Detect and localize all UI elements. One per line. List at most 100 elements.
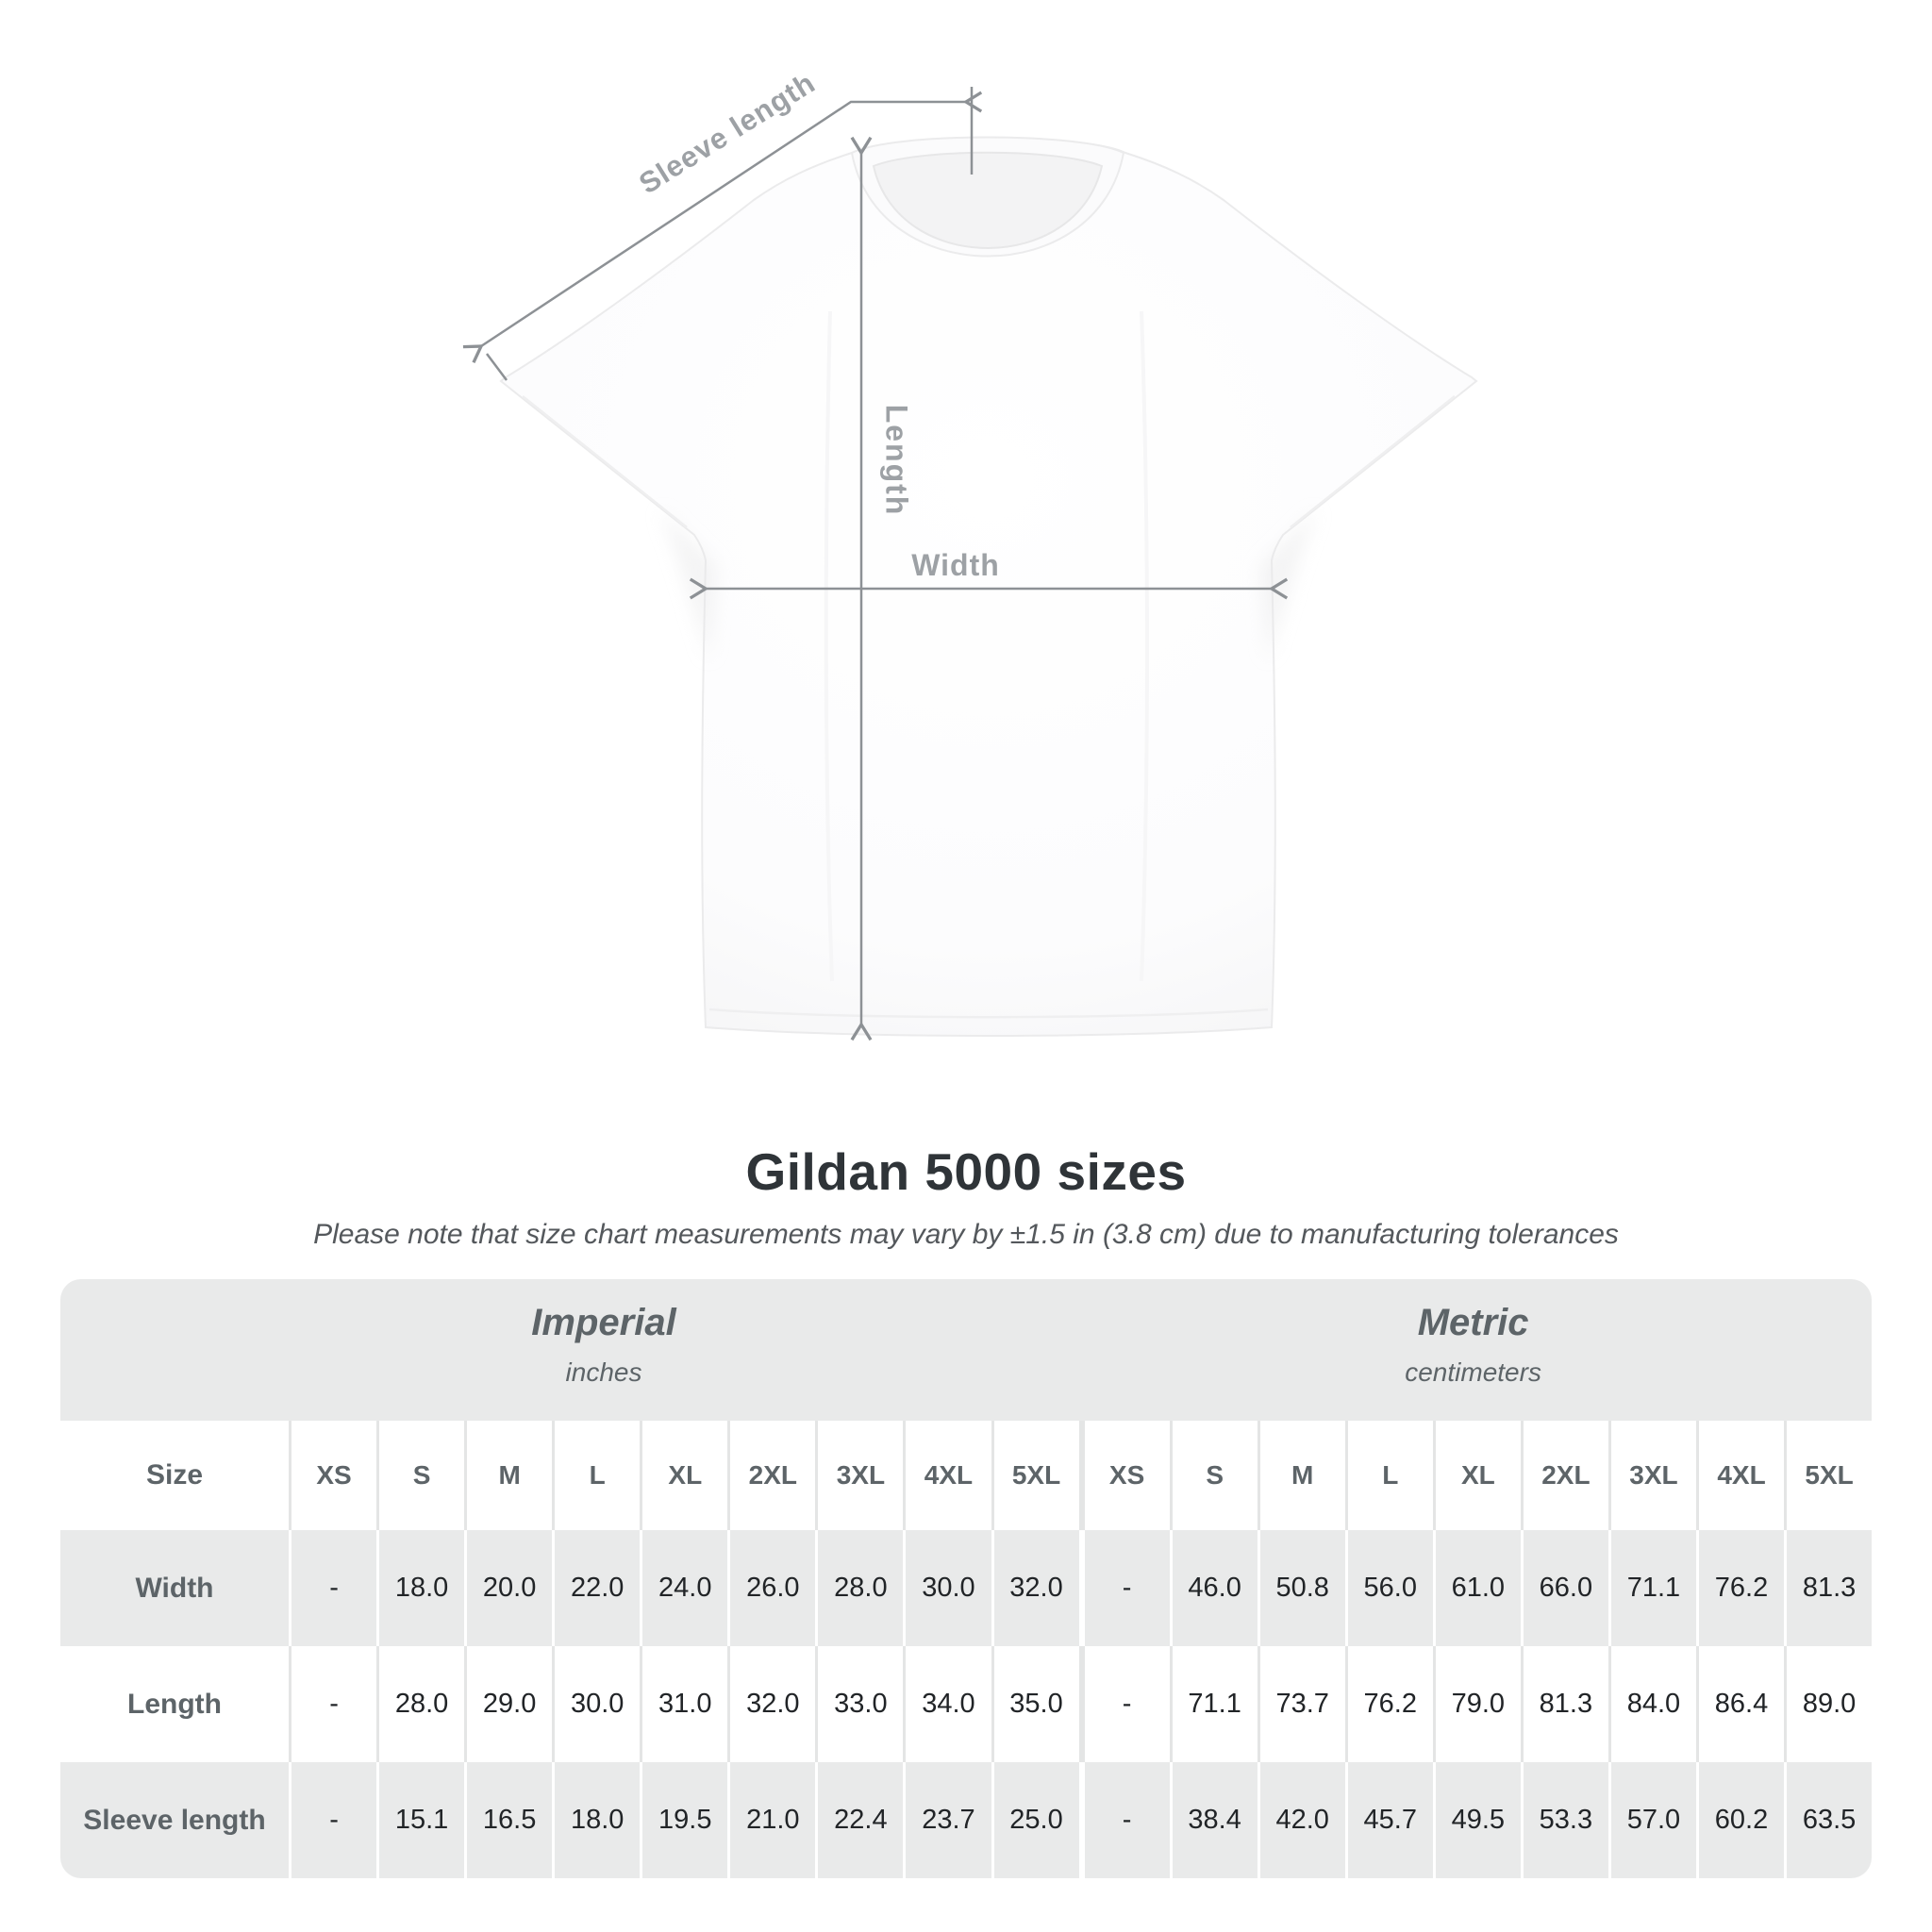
sleeve-hem-left: [522, 395, 688, 528]
size-columns-row: Size XS S M L XL 2XL 3XL 4XL 5XL XS S M L XL 2XL 3XL 4XL…: [60, 1421, 1873, 1530]
sleeve-hem-right: [1290, 395, 1456, 528]
data-cell: 81.3: [1784, 1530, 1873, 1646]
data-cell: 49.5: [1432, 1762, 1521, 1878]
data-cell: 76.2: [1696, 1530, 1785, 1646]
data-cell: 16.5: [464, 1762, 553, 1878]
table-row: Length -28.0 29.0 30.0 31.0 32.0 33.0 34.0 35.0-…: [60, 1646, 1873, 1762]
data-cell: 32.0: [727, 1646, 816, 1762]
column-header-metric-xl: XL: [1432, 1421, 1521, 1530]
shading-right: [1260, 509, 1317, 660]
metric-title: Metric: [1417, 1302, 1529, 1343]
data-cell: 50.8: [1257, 1530, 1345, 1646]
data-cell: 42.0: [1257, 1762, 1345, 1878]
data-cell: 76.2: [1344, 1646, 1433, 1762]
data-cell: 28.0: [376, 1646, 465, 1762]
data-cell: -: [289, 1646, 377, 1762]
column-header-metric-s: S: [1169, 1421, 1257, 1530]
bottom-hem: [708, 1008, 1269, 1019]
data-cell: 18.0: [552, 1762, 641, 1878]
tshirt-image: [499, 136, 1478, 1037]
data-cell: 15.1: [376, 1762, 465, 1878]
column-header-imperial-xs: XS: [289, 1421, 377, 1530]
column-header-imperial-3xl: 3XL: [815, 1421, 904, 1530]
data-cell: 21.0: [727, 1762, 816, 1878]
column-header-imperial-2xl: 2XL: [727, 1421, 816, 1530]
data-cell: 86.4: [1696, 1646, 1785, 1762]
tolerance-note: Please note that size chart measurements…: [313, 1219, 1619, 1250]
data-cell: 46.0: [1169, 1530, 1257, 1646]
column-header-metric-m: M: [1257, 1421, 1345, 1530]
data-cell: 81.3: [1520, 1646, 1608, 1762]
column-header-imperial-m: M: [464, 1421, 553, 1530]
row-label: Sleeve length: [60, 1762, 289, 1878]
data-cell: -: [1078, 1530, 1170, 1646]
data-cell: 31.0: [640, 1646, 728, 1762]
data-cell: 66.0: [1520, 1530, 1608, 1646]
sleeve-length-arrow: [462, 91, 983, 364]
data-cell: 73.7: [1257, 1646, 1345, 1762]
imperial-title: Imperial: [531, 1302, 676, 1343]
data-cell: 56.0: [1344, 1530, 1433, 1646]
data-cell: 34.0: [903, 1646, 991, 1762]
sleeve-length-leader: [486, 353, 508, 381]
length-label: Length: [880, 405, 914, 517]
column-header-metric-4xl: 4XL: [1696, 1421, 1785, 1530]
table-row: Width -18.0 20.0 22.0 24.0 26.0 28.0 30.0 32.0-4…: [60, 1530, 1873, 1646]
size-chart-table: Imperial inches Metric centimeters Size …: [60, 1279, 1873, 1878]
data-cell: 22.0: [552, 1530, 641, 1646]
data-cell: 35.0: [991, 1646, 1079, 1762]
column-header-metric-l: L: [1344, 1421, 1433, 1530]
data-cell: 71.1: [1169, 1646, 1257, 1762]
column-header-metric-xs: XS: [1078, 1421, 1170, 1530]
data-cell: 30.0: [903, 1530, 991, 1646]
size-header-cell: Size: [60, 1421, 289, 1530]
data-cell: 57.0: [1607, 1762, 1696, 1878]
fabric-crease: [1140, 310, 1149, 982]
data-cell: -: [1078, 1762, 1170, 1878]
data-cell: -: [289, 1762, 377, 1878]
data-cell: 89.0: [1784, 1646, 1873, 1762]
data-cell: 18.0: [376, 1530, 465, 1646]
table-body: Width -18.0 20.0 22.0 24.0 26.0 28.0 30.0 32.0-4…: [60, 1530, 1873, 1878]
data-cell: 20.0: [464, 1530, 553, 1646]
data-cell: 63.5: [1784, 1762, 1873, 1878]
data-cell: 22.4: [815, 1762, 904, 1878]
data-cell: 79.0: [1432, 1646, 1521, 1762]
page-title: Gildan 5000 sizes: [745, 1142, 1187, 1201]
column-header-imperial-s: S: [376, 1421, 465, 1530]
row-label: Length: [60, 1646, 289, 1762]
data-cell: 29.0: [464, 1646, 553, 1762]
data-cell: -: [289, 1530, 377, 1646]
data-cell: 53.3: [1520, 1762, 1608, 1878]
data-cell: 30.0: [552, 1646, 641, 1762]
data-cell: 84.0: [1607, 1646, 1696, 1762]
tshirt-measurement-diagram: Sleeve length Length Width: [462, 66, 1478, 1041]
data-cell: 28.0: [815, 1530, 904, 1646]
data-cell: 32.0: [991, 1530, 1079, 1646]
fabric-crease: [824, 310, 834, 982]
column-header-metric-5xl: 5XL: [1784, 1421, 1873, 1530]
data-cell: 61.0: [1432, 1530, 1521, 1646]
data-cell: 23.7: [903, 1762, 991, 1878]
data-cell: 19.5: [640, 1762, 728, 1878]
width-label: Width: [911, 548, 1000, 582]
data-cell: -: [1078, 1646, 1170, 1762]
imperial-group-header: Imperial inches: [531, 1302, 675, 1388]
measurement-arrows: [462, 87, 1289, 1041]
data-cell: 25.0: [991, 1762, 1079, 1878]
data-cell: 26.0: [727, 1530, 816, 1646]
row-label: Width: [60, 1530, 289, 1646]
data-cell: 45.7: [1344, 1762, 1433, 1878]
data-cell: 33.0: [815, 1646, 904, 1762]
column-header-imperial-xl: XL: [640, 1421, 728, 1530]
column-header-imperial-5xl: 5XL: [991, 1421, 1079, 1530]
column-header-metric-2xl: 2XL: [1520, 1421, 1608, 1530]
unit-group-band: Imperial inches Metric centimeters: [60, 1279, 1872, 1421]
metric-group-header: Metric centimeters: [1405, 1302, 1541, 1388]
column-header-imperial-l: L: [552, 1421, 641, 1530]
column-header-metric-3xl: 3XL: [1607, 1421, 1696, 1530]
data-cell: 60.2: [1696, 1762, 1785, 1878]
data-cell: 24.0: [640, 1530, 728, 1646]
imperial-unit: inches: [565, 1357, 642, 1387]
